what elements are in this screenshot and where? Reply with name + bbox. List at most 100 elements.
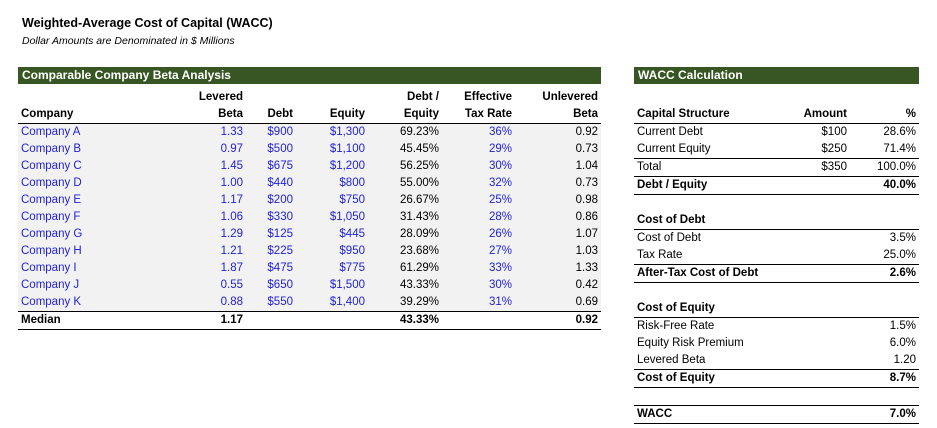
company-cell: Company D xyxy=(18,175,138,192)
equity-cell: $445 xyxy=(296,226,368,243)
effective-tax-rate-cell: 28% xyxy=(442,209,515,226)
debt-cell: $500 xyxy=(246,141,296,158)
equity-cell: $950 xyxy=(296,243,368,260)
median-unlevered-beta-cell: 0.92 xyxy=(515,311,601,330)
median-debt-cell xyxy=(246,311,296,330)
company-cell: Company B xyxy=(18,141,138,158)
effective-tax-rate-cell: 36% xyxy=(442,123,515,141)
levered-beta-cell: 1.21 xyxy=(138,243,246,260)
levered-beta-header: Beta xyxy=(138,106,246,124)
table-row: Company K 0.88 $550 $1,400 39.29% 31% 0.69 xyxy=(18,294,601,312)
unlevered-beta-cell: 1.07 xyxy=(515,226,601,243)
row-percent: 28.6% xyxy=(883,126,916,138)
levered-beta-cell: 0.97 xyxy=(138,141,246,158)
debt-equity-cell: 56.25% xyxy=(368,158,442,175)
unlevered-beta-cell: 1.03 xyxy=(515,243,601,260)
row-label: Equity Risk Premium xyxy=(637,337,744,349)
unlevered-beta-header: Beta xyxy=(515,106,601,124)
levered-beta-cell: 1.33 xyxy=(138,123,246,141)
row-label: Levered Beta xyxy=(637,354,706,366)
row-value: 1.20 xyxy=(893,354,916,366)
table-row: Company E 1.17 $200 $750 26.67% 25% 0.98 xyxy=(18,192,601,209)
debt-equity-cell: 69.23% xyxy=(368,123,442,141)
unlevered-beta-cell: 1.04 xyxy=(515,158,601,175)
amount-column-header: Amount xyxy=(784,106,850,124)
table-row: Company G 1.29 $125 $445 28.09% 26% 1.07 xyxy=(18,226,601,243)
table-row: Company C 1.45 $675 $1,200 56.25% 30% 1.04 xyxy=(18,158,601,175)
effective-tax-rate-header: Tax Rate xyxy=(442,106,515,124)
row-label: Total xyxy=(637,161,662,173)
row-label: Current Debt xyxy=(637,126,703,138)
unlevered-beta-cell: 0.73 xyxy=(515,175,601,192)
debt-cell: $225 xyxy=(246,243,296,260)
company-cell: Company H xyxy=(18,243,138,260)
current-equity-row: Current Equity $250 71.4% xyxy=(634,141,919,159)
page-title: Weighted-Average Cost of Capital (WACC) xyxy=(22,16,273,30)
tax-rate-row: Tax Rate 25.0% xyxy=(634,247,919,265)
current-debt-row: Current Debt $100 28.6% xyxy=(634,124,919,142)
equity-cell: $1,400 xyxy=(296,294,368,312)
levered-beta-cell: 1.45 xyxy=(138,158,246,175)
unlevered-beta-cell: 0.86 xyxy=(515,209,601,226)
equity-cell: $1,300 xyxy=(296,123,368,141)
debt-cell: $330 xyxy=(246,209,296,226)
debt-cell: $475 xyxy=(246,260,296,277)
cost-of-debt-row: Cost of Debt 3.5% xyxy=(634,230,919,248)
after-tax-cost-of-debt-label: After-Tax Cost of Debt xyxy=(634,264,784,283)
median-effective-tax-rate-cell xyxy=(442,311,515,330)
table-row: Company J 0.55 $650 $1,500 43.33% 30% 0.42 xyxy=(18,277,601,294)
levered-beta-cell: 1.17 xyxy=(138,192,246,209)
effective-tax-rate-cell: 25% xyxy=(442,192,515,209)
row-label: Current Equity xyxy=(634,141,784,159)
debt-header-top xyxy=(246,89,296,106)
effective-tax-rate-cell: 33% xyxy=(442,260,515,277)
table-row: Company A 1.33 $900 $1,300 69.23% 36% 0.92 xyxy=(18,123,601,141)
capital-structure-heading: Capital Structure xyxy=(634,106,784,124)
debt-equity-cell: 39.29% xyxy=(368,294,442,312)
unlevered-beta-cell: 1.33 xyxy=(515,260,601,277)
company-header: Company xyxy=(18,106,138,124)
cost-of-debt-heading: Cost of Debt xyxy=(634,212,784,230)
debt-cell: $440 xyxy=(246,175,296,192)
median-equity-cell xyxy=(296,311,368,330)
effective-tax-rate-cell: 27% xyxy=(442,243,515,260)
wacc-result-row: WACC 7.0% xyxy=(634,405,919,424)
row-amount: $350 xyxy=(821,161,847,173)
row-value: 25.0% xyxy=(883,249,916,261)
row-amount: $100 xyxy=(821,126,847,138)
median-company-cell: Median xyxy=(18,311,138,330)
row-value: 1.5% xyxy=(889,320,916,332)
median-levered-beta-cell: 1.17 xyxy=(138,311,246,330)
debt-equity-cell: 28.09% xyxy=(368,226,442,243)
page-subtitle: Dollar Amounts are Denominated in $ Mill… xyxy=(22,35,235,47)
percent-column-header: % xyxy=(850,106,919,124)
levered-beta-cell: 1.29 xyxy=(138,226,246,243)
company-cell: Company F xyxy=(18,209,138,226)
effective-tax-rate-cell: 26% xyxy=(442,226,515,243)
effective-tax-rate-cell: 30% xyxy=(442,277,515,294)
median-row: Median 1.17 43.33% 0.92 xyxy=(18,311,601,330)
debt-equity-cell: 61.29% xyxy=(368,260,442,277)
debt-equity-cell: 45.45% xyxy=(368,141,442,158)
table-row: Company F 1.06 $330 $1,050 31.43% 28% 0.86 xyxy=(18,209,601,226)
row-amount: $250 xyxy=(784,141,850,159)
debt-cell: $200 xyxy=(246,192,296,209)
debt-equity-cell: 23.68% xyxy=(368,243,442,260)
table-row: Company H 1.21 $225 $950 23.68% 27% 1.03 xyxy=(18,243,601,260)
row-label: Tax Rate xyxy=(637,249,683,261)
debt-cell: $900 xyxy=(246,123,296,141)
equity-cell: $750 xyxy=(296,192,368,209)
cost-of-debt-heading-row: Cost of Debt xyxy=(634,212,919,230)
row-percent: 100.0% xyxy=(876,161,916,173)
debt-equity-row: Debt / Equity 40.0% xyxy=(634,176,919,195)
unlevered-beta-cell: 0.42 xyxy=(515,277,601,294)
row-value: 3.5% xyxy=(889,232,916,244)
table-row: Company D 1.00 $440 $800 55.00% 32% 0.73 xyxy=(18,175,601,192)
cost-of-equity-heading-row: Cost of Equity xyxy=(634,300,919,318)
debt-cell: $675 xyxy=(246,158,296,175)
debt-equity-cell: 31.43% xyxy=(368,209,442,226)
comparables-section-header: Comparable Company Beta Analysis xyxy=(18,67,601,84)
unlevered-beta-cell: 0.98 xyxy=(515,192,601,209)
company-cell: Company A xyxy=(18,123,138,141)
after-tax-cost-of-debt-value: 2.6% xyxy=(850,264,919,283)
